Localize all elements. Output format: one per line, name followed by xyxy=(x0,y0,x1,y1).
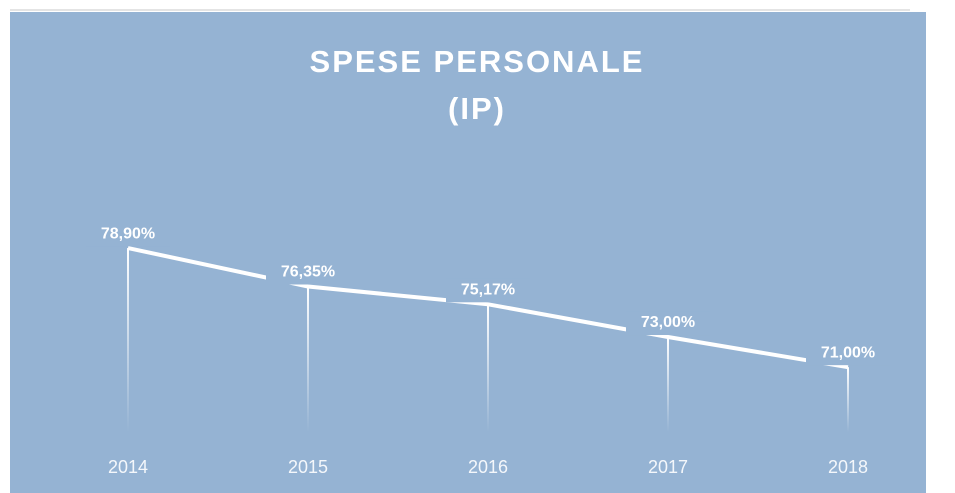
data-label: 73,00% xyxy=(641,314,695,331)
data-label-background xyxy=(86,222,170,247)
data-label: 71,00% xyxy=(821,344,875,361)
chart-background xyxy=(10,12,926,493)
chart-title: SPESE PERSONALE (IP) xyxy=(309,44,645,126)
data-label-background xyxy=(446,278,530,303)
data-label-background xyxy=(806,341,890,366)
x-tick-label: 2017 xyxy=(648,457,688,477)
x-tick-label: 2018 xyxy=(828,457,868,477)
x-tick-label: 2015 xyxy=(288,457,328,477)
data-label: 76,35% xyxy=(281,264,335,281)
line xyxy=(127,246,849,370)
drop-line xyxy=(307,286,309,432)
data-label: 75,17% xyxy=(461,282,515,299)
data-label: 78,90% xyxy=(101,225,155,242)
drop-line xyxy=(847,367,849,432)
data-label-background xyxy=(626,311,710,336)
x-tick-label: 2016 xyxy=(468,457,508,477)
drop-line xyxy=(127,248,129,432)
drop-line xyxy=(667,337,669,432)
data-label-background xyxy=(266,260,350,285)
drop-line xyxy=(487,304,489,432)
x-tick-label: 2014 xyxy=(108,457,148,477)
